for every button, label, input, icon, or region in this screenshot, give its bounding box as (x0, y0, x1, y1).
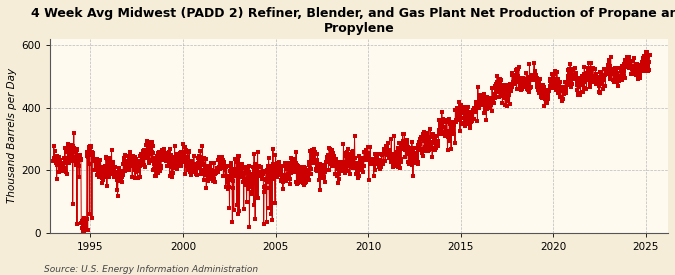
Text: Source: U.S. Energy Information Administration: Source: U.S. Energy Information Administ… (44, 265, 258, 274)
Title: 4 Week Avg Midwest (PADD 2) Refiner, Blender, and Gas Plant Net Production of Pr: 4 Week Avg Midwest (PADD 2) Refiner, Ble… (31, 7, 675, 35)
Y-axis label: Thousand Barrels per Day: Thousand Barrels per Day (7, 68, 17, 203)
